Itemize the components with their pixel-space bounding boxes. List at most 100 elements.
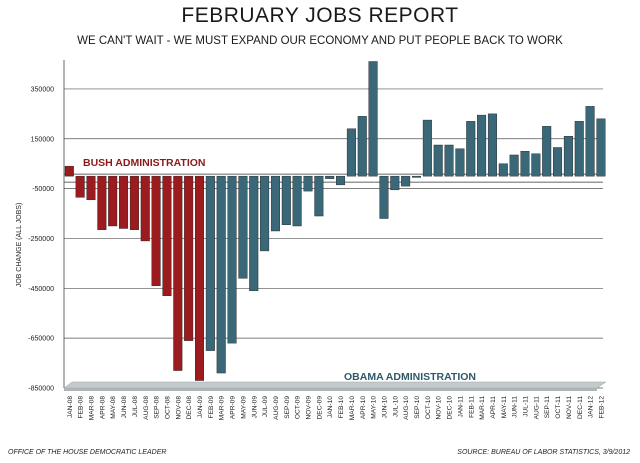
x-tick-label: JAN-12 [588, 396, 595, 418]
x-tick-label: SEP-11 [544, 396, 551, 419]
bar [542, 126, 552, 177]
bar [260, 175, 270, 252]
x-tick-label: MAY-09 [240, 396, 247, 419]
x-tick-label: JUL-09 [262, 396, 269, 418]
x-tick-label: FEB-09 [208, 396, 215, 419]
x-tick-label: MAR-10 [349, 396, 356, 421]
y-axis-label: JOB CHANGE (ALL JOBS) [16, 203, 23, 288]
x-tick-label: MAY-10 [371, 396, 378, 419]
x-tick-label: NOV-11 [566, 396, 573, 419]
bar [119, 175, 129, 229]
x-tick-label: FEB-08 [78, 396, 85, 419]
bar [281, 175, 291, 225]
x-tick-label: OCT-10 [425, 396, 432, 419]
bar [216, 175, 226, 374]
x-tick-label: AUG-08 [143, 396, 150, 420]
bar [498, 163, 508, 177]
chart-floor [63, 381, 607, 391]
bar [249, 175, 259, 291]
x-tick-label: OCT-08 [164, 396, 171, 419]
x-tick-label: JUN-09 [251, 396, 258, 419]
x-tick-label: JUN-08 [121, 396, 128, 419]
footer-source: SOURCE: BUREAU OF LABOR STATISTICS, 3/9/… [457, 449, 630, 456]
bar [509, 154, 519, 177]
bar [574, 121, 584, 177]
x-tick-label: SEP-09 [284, 396, 291, 419]
x-tick-label: APR-11 [490, 396, 497, 419]
x-tick-label: FEB-11 [468, 396, 475, 418]
y-axis: 350000 150000 -50000 -250000 -450000 -650000 -… [28, 60, 65, 393]
bar [108, 175, 118, 227]
bar [173, 175, 183, 371]
bar [64, 165, 74, 177]
bar [75, 175, 85, 198]
bar [227, 175, 237, 344]
x-tick-label: AUG-09 [273, 396, 280, 420]
x-tick-label: JAN-08 [67, 396, 74, 418]
x-tick-label: NOV-08 [175, 396, 182, 420]
bar [205, 175, 215, 351]
footer-credit: OFFICE OF THE HOUSE DEMOCRATIC LEADER [8, 449, 167, 456]
floor-edge [64, 388, 597, 391]
x-tick-label: OCT-11 [555, 396, 562, 419]
x-tick-label: OCT-09 [295, 396, 302, 419]
bar [194, 175, 204, 381]
bar [520, 151, 530, 177]
series-label-bush: BUSH ADMINISTRATION [83, 157, 206, 169]
x-tick-label: MAR-09 [219, 396, 226, 421]
bar [379, 175, 389, 219]
bar [368, 61, 378, 177]
bar [270, 175, 280, 232]
x-tick-label: APR-08 [99, 396, 106, 419]
y-tick-label: -50000 [32, 186, 54, 193]
bar [553, 147, 563, 177]
bar [314, 175, 324, 217]
bar [325, 175, 335, 179]
x-tick-label: NOV-09 [306, 396, 313, 420]
bar [346, 128, 356, 177]
x-tick-label: AUG-11 [533, 396, 540, 420]
y-tick-label: -650000 [28, 336, 54, 343]
x-tick-label: NOV-10 [436, 396, 443, 420]
x-tick-label: JUL-08 [132, 396, 139, 418]
x-tick-label: JUN-11 [512, 396, 519, 418]
bar [531, 153, 541, 177]
x-tick-label: JUN-10 [381, 396, 388, 419]
chart-subtitle: WE CAN'T WAIT - WE MUST EXPAND OUR ECONO… [77, 35, 563, 47]
y-tick-label: -450000 [28, 286, 54, 293]
x-tick-label: SEP-08 [154, 396, 161, 419]
bars [64, 61, 606, 381]
bar [444, 144, 454, 177]
series-label-obama: OBAMA ADMINISTRATION [344, 371, 476, 383]
x-tick-label: APR-09 [230, 396, 237, 419]
bar [292, 175, 302, 227]
x-tick-label: JAN-10 [327, 396, 334, 418]
floor-top [63, 381, 607, 389]
x-tick-label: MAY-11 [501, 396, 508, 419]
bar [336, 175, 346, 186]
bar [596, 118, 606, 177]
bar [487, 113, 497, 177]
x-tick-label: JAN-09 [197, 396, 204, 418]
bar [422, 119, 432, 177]
x-tick-label: FEB-10 [338, 396, 345, 419]
bar [585, 106, 595, 177]
y-tick-label: 150000 [31, 136, 54, 143]
x-tick-label: FEB-12 [598, 396, 605, 419]
bar [184, 175, 194, 341]
x-tick-label: APR-10 [360, 396, 367, 419]
bar [466, 121, 476, 177]
x-tick-label: MAY-08 [110, 396, 117, 419]
x-tick-label: MAR-08 [89, 396, 96, 421]
x-tick-label: SEP-10 [414, 396, 421, 419]
y-tick-label: 350000 [31, 86, 54, 93]
x-tick-label: DEC-09 [316, 396, 323, 420]
chart-title: FEBRUARY JOBS REPORT [181, 4, 459, 27]
x-tick-label: DEC-11 [577, 396, 584, 419]
bar [129, 175, 139, 230]
bar [303, 175, 313, 192]
x-tick-label: JUL-11 [523, 396, 530, 417]
bar [357, 116, 367, 177]
bar [86, 175, 96, 201]
